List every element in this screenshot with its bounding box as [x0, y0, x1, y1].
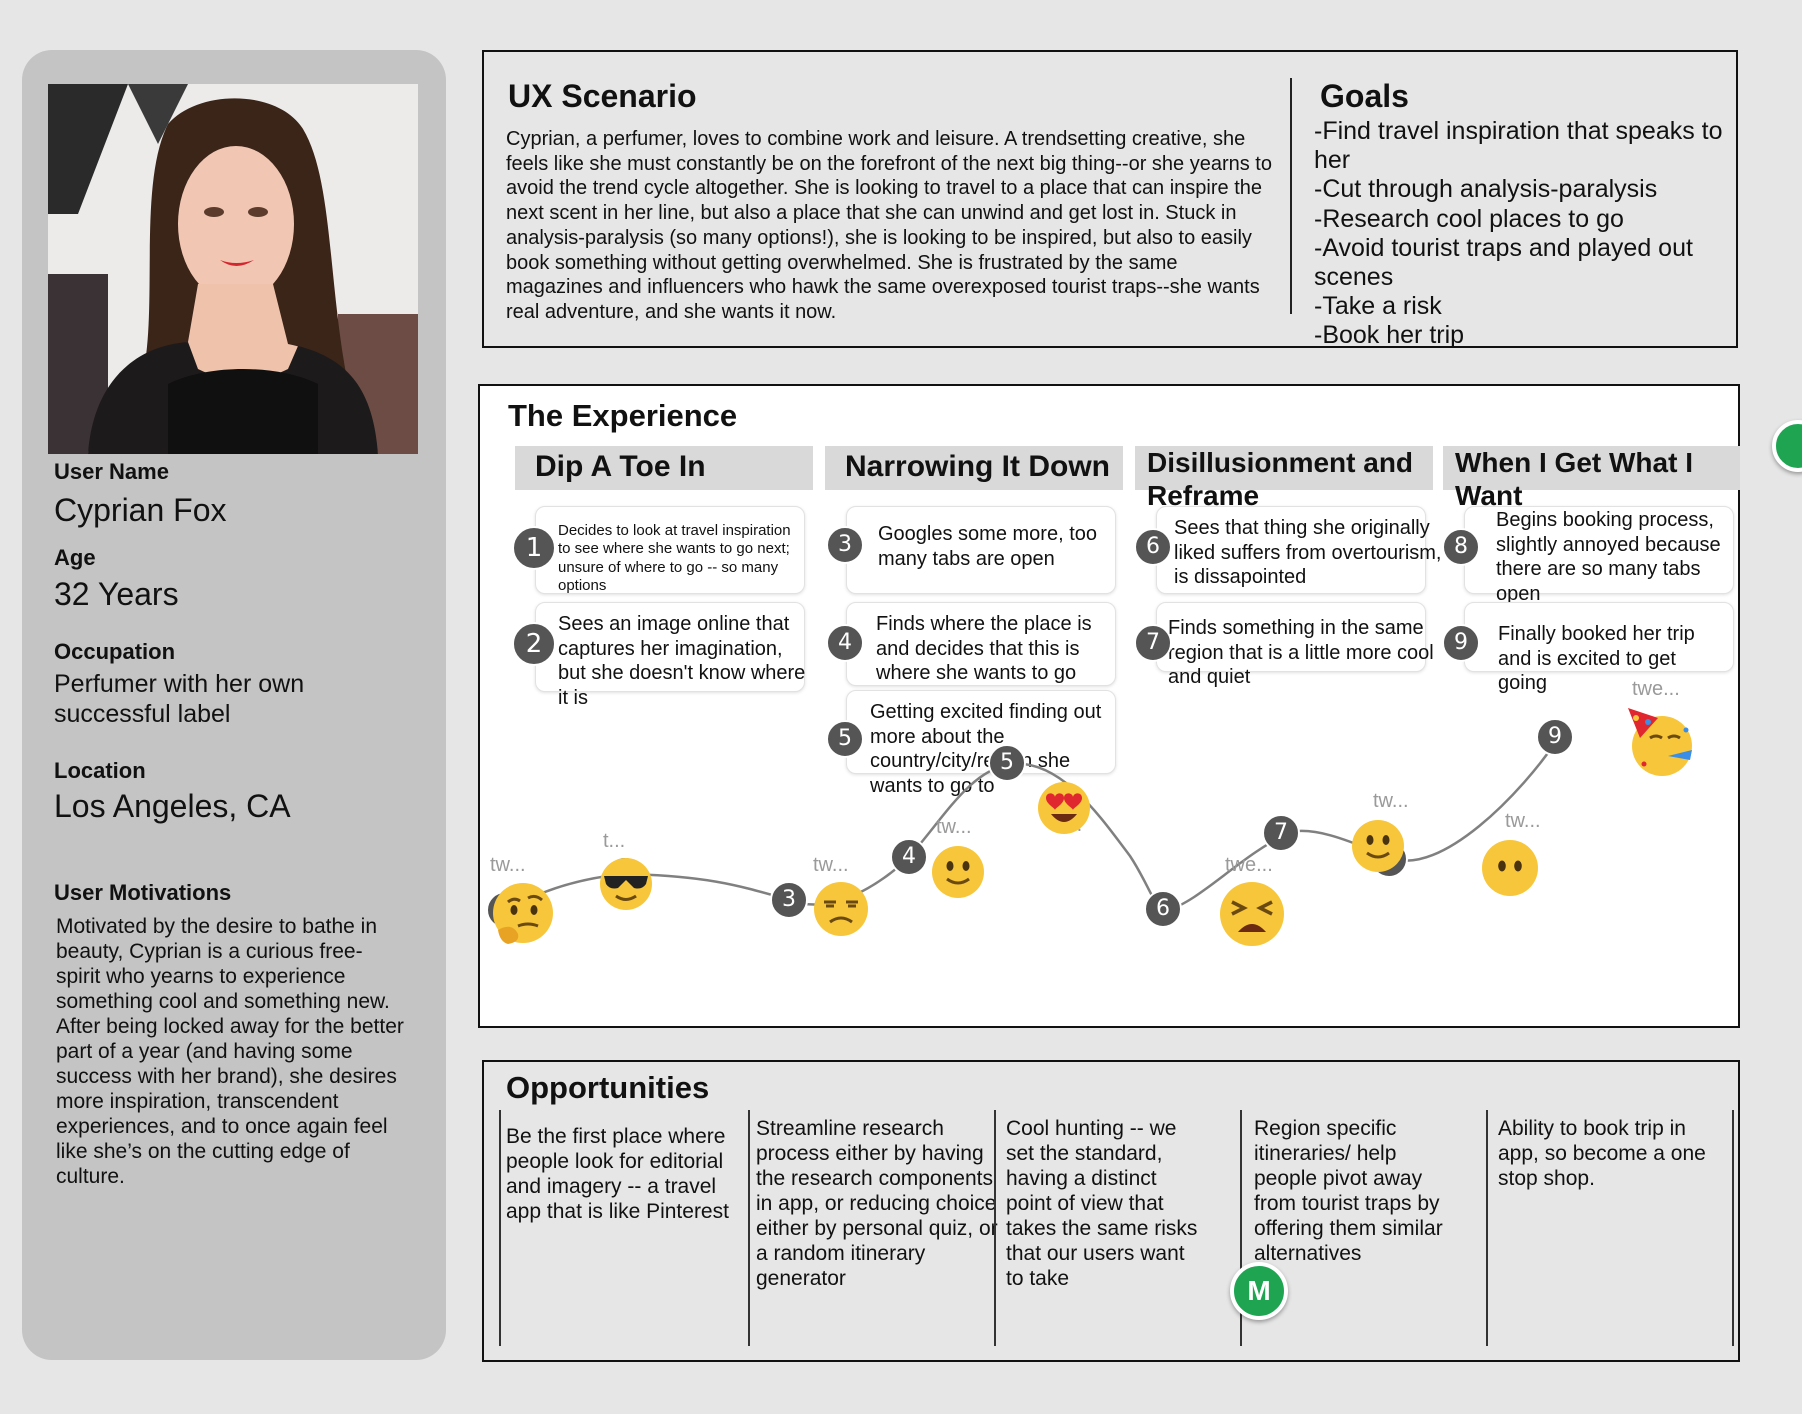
- emoji-label: tw...: [1505, 810, 1541, 832]
- step-number-badge: 9: [1442, 624, 1480, 662]
- persona-card: User Name Cyprian Fox Age 32 Years Occup…: [22, 50, 446, 1360]
- opportunity-item: Streamline research process either by ha…: [756, 1117, 998, 1290]
- user-name-label: User Name: [54, 459, 169, 484]
- emoji-label: tw...: [490, 854, 526, 876]
- opportunity-item: Be the first place where people look for…: [506, 1125, 729, 1223]
- goal-item: -Research cool places to go: [1314, 204, 1624, 233]
- opportunity-item: Ability to book trip in app, so become a…: [1498, 1117, 1706, 1190]
- user-name-value: Cyprian Fox: [54, 492, 227, 528]
- occupation-line: Perfumer with her own: [54, 670, 305, 698]
- step-text: Sees an image online that captures her i…: [558, 613, 806, 710]
- goal-item: -Take a risk: [1314, 292, 1442, 321]
- motivations-label: User Motivations: [54, 880, 232, 905]
- emoji-label: tw...: [936, 816, 972, 838]
- curve-point: 5: [988, 744, 1026, 782]
- experience-title: The Experience: [508, 398, 738, 433]
- collaborator-avatar-edge[interactable]: [1772, 420, 1802, 472]
- step-card: [846, 690, 1116, 774]
- slight-smile-face-icon: [932, 846, 984, 898]
- thinking-face-icon: [493, 883, 553, 944]
- step-number-badge: 2: [512, 622, 556, 666]
- location-value: Los Angeles, CA: [54, 788, 291, 824]
- step-text: Finally booked her trip and is excited t…: [1498, 623, 1695, 695]
- step-number-badge: 1: [512, 526, 556, 570]
- step-text: Begins booking process, slightly annoyed…: [1496, 509, 1721, 606]
- goals-list: -Find travel inspiration that speaks to …: [1314, 117, 1724, 351]
- step-card: [1464, 506, 1734, 594]
- phase-header: Dip A Toe In: [515, 446, 813, 490]
- tired-face-icon: [1220, 882, 1284, 946]
- emoji-label: twe...: [1632, 678, 1680, 700]
- step-text: Sees that thing she originally liked suf…: [1174, 517, 1442, 589]
- emoji-label: tw...: [813, 854, 849, 876]
- step-card: [1156, 506, 1426, 594]
- curve-point: 6: [1144, 890, 1182, 928]
- step-text: Googles some more, too many tabs are ope…: [878, 523, 1097, 570]
- age-label: Age: [54, 545, 96, 570]
- persona-photo: [48, 84, 418, 454]
- step-card: [846, 602, 1116, 686]
- persona-photo-image: [48, 84, 418, 454]
- unamused-face-icon: [814, 882, 868, 936]
- experience-panel: The Experience Dip A Toe In Narrowing It…: [478, 384, 1740, 1028]
- goal-item: -Book her trip: [1314, 321, 1465, 350]
- goals-title: Goals: [1320, 78, 1409, 114]
- curve-point: 9: [1536, 718, 1574, 756]
- opportunity-item: Region specific itineraries/ help people…: [1254, 1117, 1443, 1265]
- step-card: [1156, 602, 1426, 672]
- phase-header: When I Get What I Want: [1443, 446, 1740, 511]
- goal-item: -Cut through analysis-paralysis: [1314, 175, 1658, 204]
- emoji-label: tw...: [1373, 790, 1409, 812]
- step-card: [535, 602, 805, 692]
- opportunity-divider: [1732, 1110, 1734, 1346]
- occupation-value: Perfumer with her own successful label: [54, 669, 424, 729]
- step-card: [535, 506, 805, 594]
- occupation-line: successful label: [54, 700, 231, 728]
- goal-item: -Avoid tourist traps and played out scen…: [1314, 233, 1693, 292]
- step-number-badge: 6: [1134, 528, 1172, 566]
- opportunity-divider: [499, 1110, 501, 1346]
- curve-point: 4: [890, 838, 928, 876]
- opportunities-panel: Opportunities Be the first place where p…: [482, 1060, 1740, 1362]
- scenario-title: UX Scenario: [508, 78, 697, 114]
- curve-point: 7: [1262, 814, 1300, 852]
- emotion-curve-chart: [505, 735, 1562, 912]
- step-card: [846, 506, 1116, 594]
- curve-point: 3: [770, 881, 808, 919]
- age-value: 32 Years: [54, 576, 179, 612]
- step-card: [1464, 602, 1734, 672]
- location-label: Location: [54, 758, 146, 783]
- step-number-badge: 4: [826, 624, 864, 662]
- step-number-badge: 5: [826, 720, 864, 758]
- step-number-badge: 3: [826, 526, 864, 564]
- phase-header: Narrowing It Down: [825, 446, 1123, 490]
- step-text: Finds something in the same region that …: [1168, 617, 1434, 689]
- step-number-badge: 8: [1442, 528, 1480, 566]
- heart-eyes-face-icon: [1038, 782, 1090, 834]
- motivations-text: Motivated by the desire to bathe in beau…: [56, 915, 404, 1188]
- scenario-divider: [1290, 78, 1292, 314]
- goal-item: -Find travel inspiration that speaks to …: [1314, 117, 1723, 175]
- sunglasses-face-icon: [600, 858, 652, 910]
- collaborator-avatar[interactable]: M: [1230, 1262, 1288, 1320]
- step-number-badge: 7: [1134, 624, 1172, 662]
- scenario-text: Cyprian, a perfumer, loves to combine wo…: [506, 128, 1272, 323]
- slight-smile-face-icon: [1352, 820, 1404, 872]
- opportunities-title: Opportunities: [506, 1070, 710, 1105]
- emoji-label: t...: [603, 830, 626, 852]
- step-text: Decides to look at travel inspiration to…: [558, 522, 791, 595]
- step-text: Finds where the place is and decides tha…: [876, 613, 1092, 685]
- emoji-label: twe...: [1225, 854, 1273, 876]
- phase-header: Disillusionment and Reframe: [1135, 446, 1433, 511]
- occupation-label: Occupation: [54, 639, 176, 664]
- opportunity-divider: [748, 1110, 750, 1346]
- party-face-icon: [1628, 708, 1692, 776]
- opportunity-item: Cool hunting -- we set the standard, hav…: [1006, 1117, 1198, 1290]
- opportunity-divider: [1486, 1110, 1488, 1346]
- neutral-face-icon: [1482, 840, 1538, 896]
- ux-scenario-panel: UX Scenario Cyprian, a perfumer, loves t…: [482, 50, 1738, 351]
- opportunity-divider: [1240, 1110, 1242, 1346]
- opportunity-divider: [994, 1110, 996, 1346]
